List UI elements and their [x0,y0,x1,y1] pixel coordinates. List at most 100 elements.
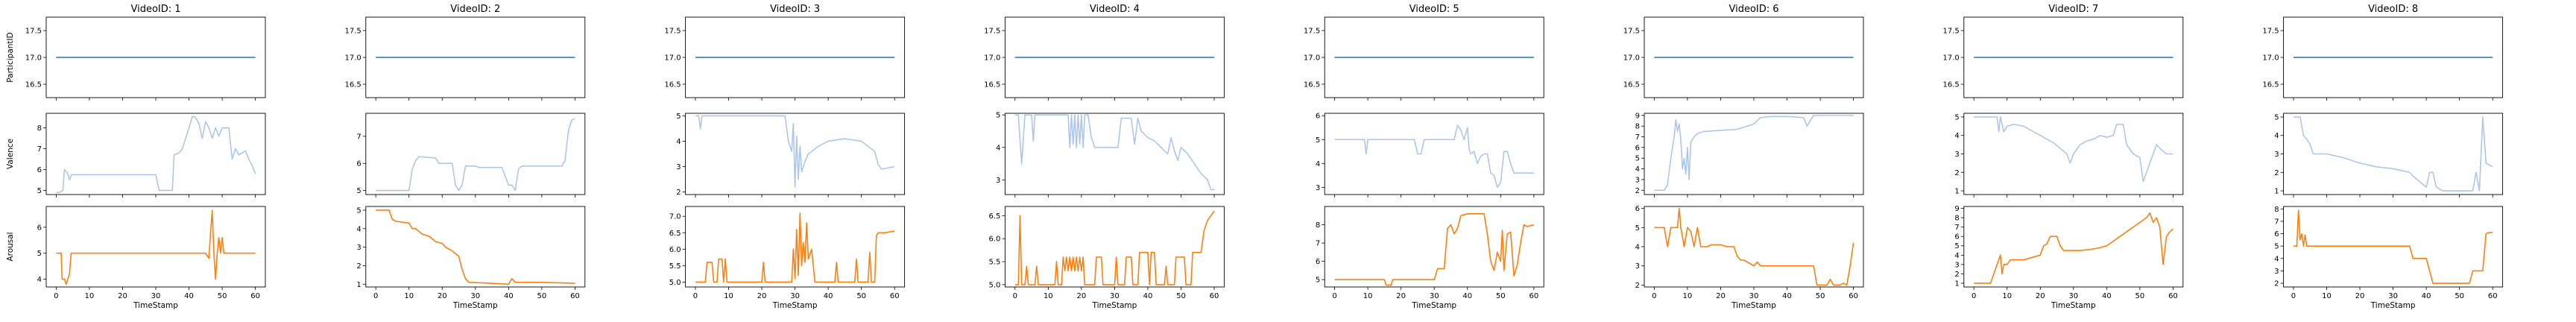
y-tick-label: 1 [2274,188,2279,196]
x-tick-label: 0 [1332,292,1336,300]
panel-title: VideoID: 4 [1090,4,1140,15]
arousal-axes: 5 6 7 8 0 10 20 30 40 50 60 TimeStamp [1316,206,1544,310]
valence-series-line [1334,124,1534,189]
y-tick-label: 6 [37,224,42,232]
y-tick-label: 8 [2274,206,2279,214]
x-tick-label: 20 [2036,292,2045,300]
y-tick-label: 17.5 [984,28,1000,36]
valence-axes: 1 2 3 4 5 [1954,113,2184,198]
y-tick-label: 6 [1316,258,1320,266]
x-tick-label: 20 [1396,292,1406,300]
y-tick-label: 8 [1316,221,1320,230]
x-tick-label: 50 [2135,292,2145,300]
x-tick-label: 10 [2002,292,2012,300]
y-tick-label: 7 [2274,218,2279,226]
x-tick-label: 60 [2488,292,2498,300]
valence-axes: 5 6 7 [356,113,586,198]
y-tick-label: 17.5 [1304,28,1320,36]
y-axis-label: ParticipantID [6,32,15,82]
x-tick-label: 20 [118,292,127,300]
x-tick-label: 50 [1816,292,1825,300]
y-tick-label: 5 [2274,113,2279,121]
y-tick-label: 3 [996,177,1000,185]
y-tick-label: 4 [1635,244,1640,252]
x-tick-label: 40 [1462,292,1472,300]
y-tick-label: 17.0 [2262,54,2279,63]
x-tick-label: 20 [1716,292,1726,300]
x-tick-label: 40 [184,292,194,300]
y-tick-label: 5.0 [988,281,1000,289]
participant-axes: 16.5 17.0 17.5 [984,16,1225,101]
x-tick-label: 30 [1110,292,1120,300]
x-tick-label: 30 [1749,292,1759,300]
arousal-axes: 5.0 5.5 6.0 6.5 0 10 20 30 40 50 60 TimeStamp [988,206,1225,310]
axes-frame [1644,206,1864,288]
arousal-axes: 2 3 4 5 6 7 8 0 10 20 30 40 50 60 TimeStamp [2274,206,2504,310]
panel-title: VideoID: 2 [450,4,500,15]
y-tick-label: 17.0 [25,54,42,63]
y-tick-label: 6 [1316,113,1320,121]
y-tick-label: 1 [356,281,361,289]
y-tick-label: 8 [1954,215,1959,223]
valence-axes: 3 4 5 6 [1316,113,1544,198]
x-tick-label: 0 [1652,292,1656,300]
x-tick-label: 0 [1972,292,1976,300]
x-tick-label: 40 [2422,292,2431,300]
y-tick-label: 5 [1954,113,1959,121]
x-tick-label: 30 [470,292,480,300]
y-tick-label: 2 [356,262,361,271]
valence-series-line [1974,116,2174,183]
x-axis-label: TimeStamp [1731,301,1776,310]
valence-axes: 2 3 4 5 6 7 8 9 [1635,112,1864,198]
participant-axes: 16.5 17.0 17.5 [1943,16,2184,101]
axes-frame [1004,113,1225,195]
y-tick-label: 6 [356,160,361,168]
y-tick-label: 5 [1635,155,1640,163]
valence-series-line [695,115,895,188]
y-tick-label: 5.5 [988,259,1000,267]
valence-series-line [56,116,256,194]
y-tick-label: 5 [37,187,42,195]
valence-axes: 3 4 5 [996,112,1225,198]
y-tick-label: 4 [2274,132,2279,140]
panel-title: VideoID: 8 [2368,4,2418,15]
panel-title: VideoID: 5 [1409,4,1459,15]
x-tick-label: 60 [250,292,260,300]
y-tick-label: 5 [2274,243,2279,251]
y-tick-label: 5 [37,250,42,258]
y-tick-label: 6 [1635,205,1640,213]
x-tick-label: 30 [1430,292,1439,300]
y-tick-label: 16.5 [664,81,681,89]
y-tick-label: 16.5 [1304,81,1320,89]
x-tick-label: 40 [1782,292,1792,300]
valence-series-line [2293,116,2493,192]
x-tick-label: 40 [504,292,514,300]
y-tick-label: 2 [1635,282,1640,290]
y-tick-label: 4 [1954,132,1959,140]
y-tick-label: 3 [2274,268,2279,276]
y-tick-label: 4 [356,225,361,233]
axes-frame [45,206,266,288]
participant-axes: 16.5 17.0 17.5 ParticipantID [6,16,266,101]
x-tick-label: 60 [890,292,900,300]
axes-frame [365,113,586,195]
y-tick-label: 6.0 [669,246,681,254]
participant-axes: 16.5 17.0 17.5 [2262,16,2504,101]
y-tick-label: 17.5 [664,28,681,36]
y-tick-label: 4 [1954,252,1959,260]
valence-series-line [1654,115,1854,192]
y-tick-label: 3 [1635,262,1640,271]
x-tick-label: 50 [1176,292,1186,300]
y-tick-label: 5 [1635,224,1640,233]
x-tick-label: 10 [1683,292,1693,300]
y-tick-label: 4 [676,138,681,146]
y-tick-label: 16.5 [25,81,42,89]
y-tick-label: 6.0 [988,236,1000,244]
y-tick-label: 17.5 [25,28,42,36]
y-tick-label: 6 [1954,233,1959,242]
y-tick-label: 4 [996,144,1000,152]
